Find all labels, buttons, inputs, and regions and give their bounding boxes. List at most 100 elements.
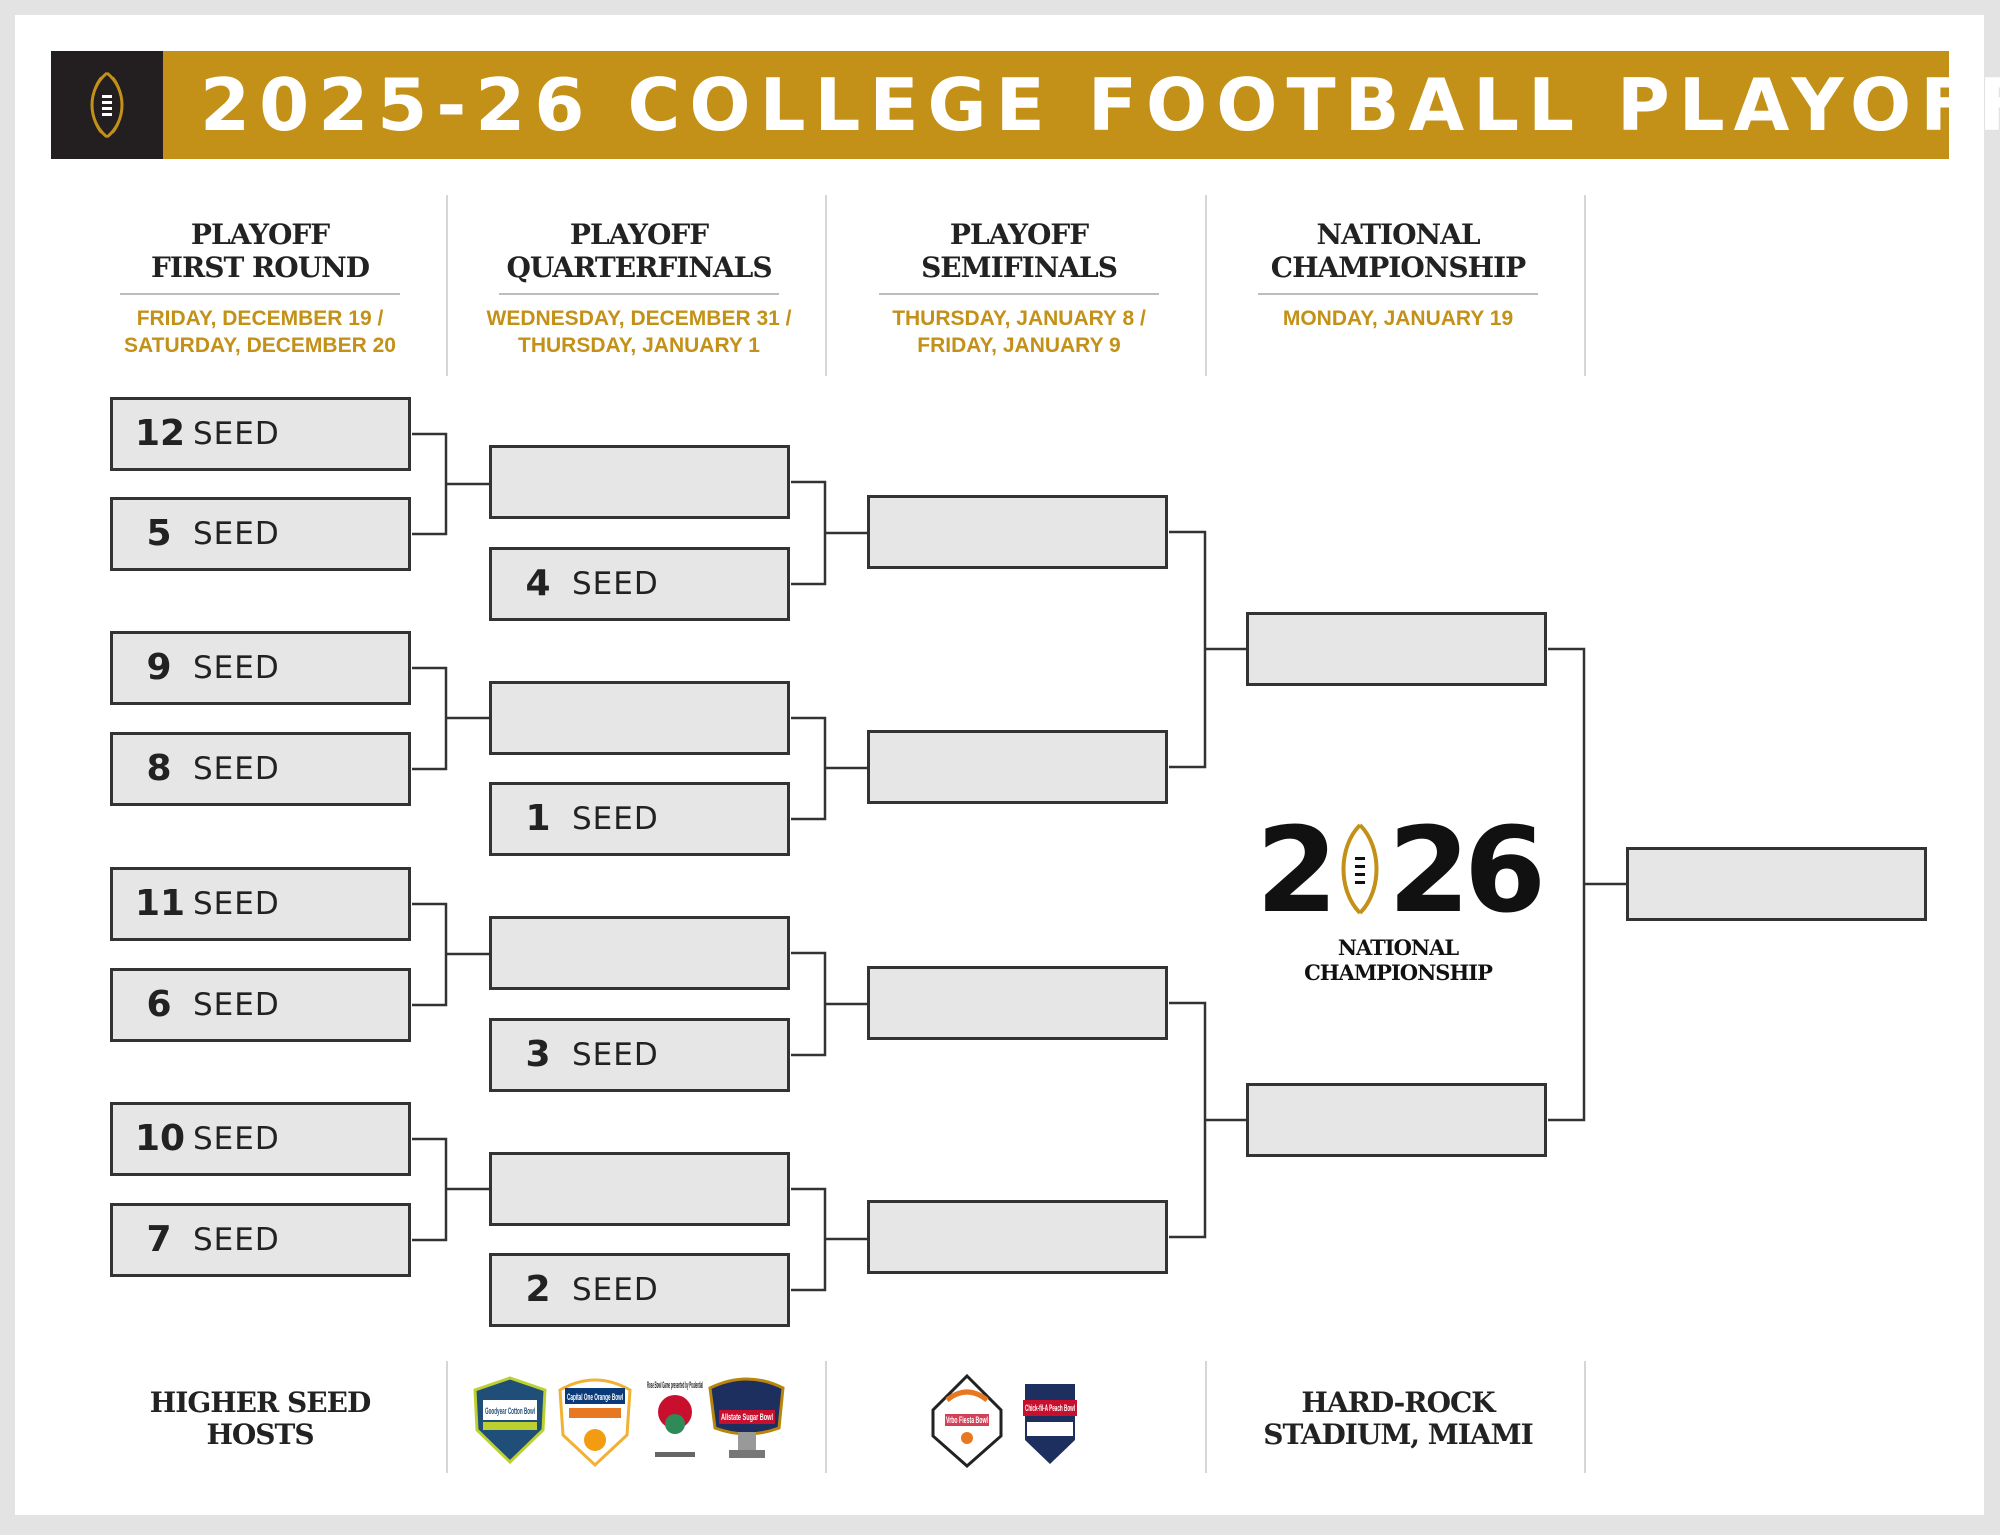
seed-label: SEED xyxy=(193,416,280,452)
first-round-slot[interactable]: 8 SEED xyxy=(110,732,411,806)
semifinal-slot[interactable] xyxy=(867,966,1168,1040)
first-round-slot[interactable]: 11 SEED xyxy=(110,867,411,941)
round-date: FRIDAY, DECEMBER 19 / xyxy=(136,307,384,330)
divider xyxy=(879,293,1159,295)
round-header-quarterfinals: PLAYOFF QUARTERFINALS WEDNESDAY, DECEMBE… xyxy=(469,218,809,359)
column-divider xyxy=(446,195,448,376)
championship-slot[interactable] xyxy=(1246,612,1547,686)
seed-number: 8 xyxy=(146,748,172,789)
quarterfinal-seed-slot[interactable]: 1 SEED xyxy=(489,782,790,856)
page-title: 2025-26 COLLEGE FOOTBALL PLAYOFF xyxy=(200,63,2000,147)
seed-number: 7 xyxy=(146,1219,172,1260)
semifinal-bowl-logos: Vrbo Fiesta Bowl Chick-fil-A Peach Bowl xyxy=(931,1373,1077,1469)
round-header-first-round: PLAYOFF FIRST ROUND FRIDAY, DECEMBER 19 … xyxy=(90,218,430,359)
championship-slot[interactable] xyxy=(1246,1083,1547,1157)
round-title: PLAYOFF xyxy=(949,218,1089,251)
quarterfinal-winner-slot[interactable] xyxy=(489,1152,790,1226)
round-date: FRIDAY, JANUARY 9 xyxy=(917,334,1121,357)
quarterfinal-winner-slot[interactable] xyxy=(489,916,790,990)
round-title: PLAYOFF xyxy=(190,218,330,251)
rose-bowl-name: Rose Bowl Game presented by Prudential xyxy=(647,1380,703,1390)
column-divider xyxy=(1205,1361,1207,1473)
seed-number: 1 xyxy=(525,798,551,839)
first-round-slot[interactable]: 10 SEED xyxy=(110,1102,411,1176)
column-divider xyxy=(825,195,827,376)
peach-bowl-logo: Chick-fil-A Peach Bowl xyxy=(1023,1384,1077,1464)
quarterfinal-seed-slot[interactable]: 4 SEED xyxy=(489,547,790,621)
championship-venue: HARD-ROCK STADIUM, MIAMI xyxy=(1228,1387,1568,1451)
round-title: QUARTERFINALS xyxy=(506,251,772,284)
first-round-slot[interactable]: 5 SEED xyxy=(110,497,411,571)
cfp-logo xyxy=(51,51,163,159)
quarterfinal-bowl-logos: Goodyear Cotton Bowl Capital One Orange … xyxy=(473,1376,785,1468)
divider xyxy=(499,293,779,295)
first-round-slot[interactable]: 6 SEED xyxy=(110,968,411,1042)
quarterfinal-winner-slot[interactable] xyxy=(489,681,790,755)
seed-label: SEED xyxy=(572,1037,659,1073)
column-divider xyxy=(1584,1361,1586,1473)
round-title: NATIONAL xyxy=(1316,218,1480,251)
seed-label: SEED xyxy=(193,1222,280,1258)
championship-year: 2 26 xyxy=(1248,811,1548,929)
round-header-championship: NATIONAL CHAMPIONSHIP MONDAY, JANUARY 19 xyxy=(1228,218,1568,332)
seed-label: SEED xyxy=(572,801,659,837)
seed-number: 4 xyxy=(525,563,551,604)
orange-bowl-logo: Capital One Orange Bowl xyxy=(558,1378,632,1468)
seed-number: 2 xyxy=(525,1269,551,1310)
champion-slot[interactable] xyxy=(1626,847,1927,921)
cotton-bowl-name: Goodyear Cotton Bowl xyxy=(485,1406,535,1416)
venue-line: HOSTS xyxy=(206,1418,314,1451)
round-date: MONDAY, JANUARY 19 xyxy=(1282,307,1514,330)
seed-number: 10 xyxy=(135,1118,186,1159)
seed-label: SEED xyxy=(572,566,659,602)
divider xyxy=(120,293,400,295)
fiesta-bowl-logo: Vrbo Fiesta Bowl xyxy=(931,1373,1003,1469)
seed-number: 12 xyxy=(135,413,186,454)
year-right: 26 xyxy=(1387,801,1546,939)
column-divider xyxy=(825,1361,827,1473)
semifinal-slot[interactable] xyxy=(867,1200,1168,1274)
seed-number: 5 xyxy=(146,513,172,554)
semifinal-slot[interactable] xyxy=(867,495,1168,569)
seed-number: 9 xyxy=(146,647,172,688)
first-round-slot[interactable]: 12 SEED xyxy=(110,397,411,471)
round-header-semifinals: PLAYOFF SEMIFINALS THURSDAY, JANUARY 8 /… xyxy=(849,218,1189,359)
seed-label: SEED xyxy=(193,516,280,552)
venue-line: HIGHER SEED xyxy=(149,1386,371,1419)
seed-label: SEED xyxy=(193,886,280,922)
seed-label: SEED xyxy=(193,987,280,1023)
year-left: 2 xyxy=(1255,801,1338,939)
seed-number: 3 xyxy=(525,1034,551,1075)
fiesta-bowl-name: Vrbo Fiesta Bowl xyxy=(946,1415,988,1425)
semifinal-slot[interactable] xyxy=(867,730,1168,804)
round-date: SATURDAY, DECEMBER 20 xyxy=(124,334,396,357)
quarterfinal-seed-slot[interactable]: 3 SEED xyxy=(489,1018,790,1092)
round-date: THURSDAY, JANUARY 1 xyxy=(518,334,760,357)
seed-label: SEED xyxy=(193,751,280,787)
sugar-bowl-name: Allstate Sugar Bowl xyxy=(721,1412,773,1422)
seed-label: SEED xyxy=(572,1272,659,1308)
national-championship-logo: 2 26 NATIONAL CHAMPIONSHIP xyxy=(1248,811,1548,985)
round-title: SEMIFINALS xyxy=(921,251,1118,284)
orange-bowl-name: Capital One Orange Bowl xyxy=(567,1392,623,1402)
column-divider xyxy=(1205,195,1207,376)
seed-number: 6 xyxy=(146,984,172,1025)
cotton-bowl-logo: Goodyear Cotton Bowl xyxy=(473,1376,547,1465)
seed-label: SEED xyxy=(193,650,280,686)
championship-subtitle: NATIONAL CHAMPIONSHIP xyxy=(1304,935,1493,985)
rose-bowl-logo: Rose Bowl Game presented by Prudential xyxy=(647,1380,703,1457)
venue-line: STADIUM, MIAMI xyxy=(1263,1418,1533,1451)
first-round-slot[interactable]: 7 SEED xyxy=(110,1203,411,1277)
sugar-bowl-logo: Allstate Sugar Bowl xyxy=(708,1377,785,1458)
seed-number: 11 xyxy=(135,883,186,924)
round-title: CHAMPIONSHIP xyxy=(1270,251,1526,284)
quarterfinal-seed-slot[interactable]: 2 SEED xyxy=(489,1253,790,1327)
first-round-venue: HIGHER SEED HOSTS xyxy=(90,1387,430,1451)
column-divider xyxy=(446,1361,448,1473)
quarterfinal-winner-slot[interactable] xyxy=(489,445,790,519)
round-title: PLAYOFF xyxy=(569,218,709,251)
peach-bowl-name: Chick-fil-A Peach Bowl xyxy=(1025,1403,1075,1413)
first-round-slot[interactable]: 9 SEED xyxy=(110,631,411,705)
seed-label: SEED xyxy=(193,1121,280,1157)
